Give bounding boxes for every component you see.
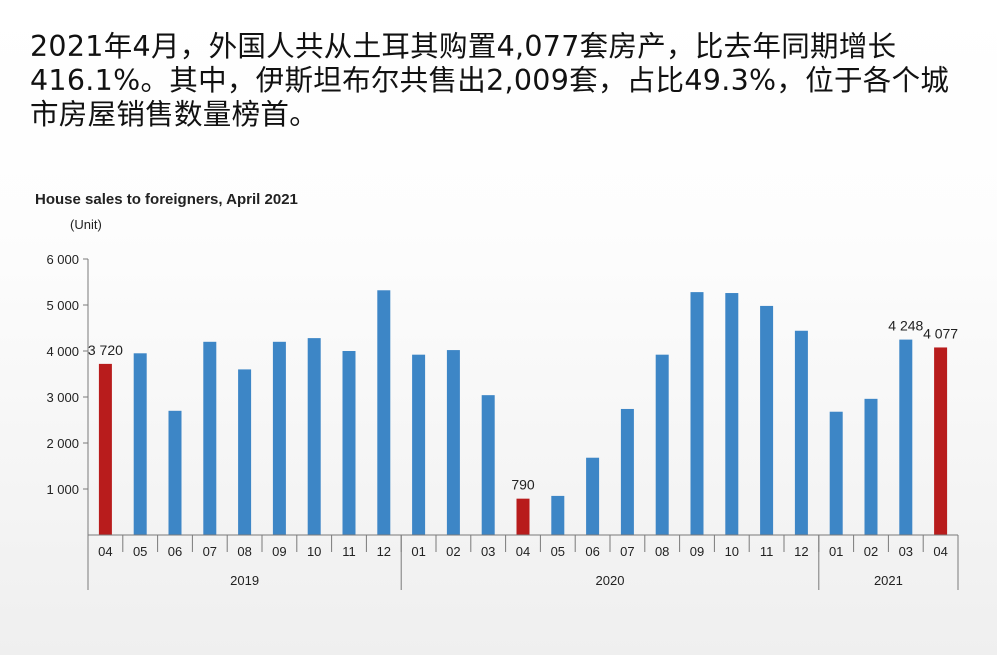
y-tick-label: 6 000	[46, 252, 79, 267]
y-tick-label: 1 000	[46, 482, 79, 497]
year-label: 2019	[230, 573, 259, 588]
x-axis: 04 05 06 07 08 09 10 11 12 01 02 03 04 05 06 07 08 09 10 11…	[87, 534, 959, 590]
bar	[899, 339, 913, 535]
bar	[98, 363, 112, 535]
x-tick-label: 07	[620, 544, 634, 559]
x-tick-label: 01	[829, 544, 843, 559]
bar	[342, 351, 356, 535]
x-tick-label: 11	[342, 544, 356, 559]
bar	[690, 292, 704, 535]
x-tick-label: 02	[446, 544, 460, 559]
y-tick-label: 4 000	[46, 344, 79, 359]
chart-title: House sales to foreigners, April 2021	[35, 191, 298, 208]
x-tick-label: 04	[98, 544, 112, 559]
bar	[829, 411, 843, 535]
x-tick-label: 08	[655, 544, 669, 559]
x-tick-label: 08	[237, 544, 251, 559]
bar	[446, 350, 460, 535]
bar	[133, 353, 147, 535]
bar	[481, 395, 495, 535]
x-tick-label: 12	[794, 544, 808, 559]
bar	[168, 410, 182, 535]
bar	[307, 338, 321, 535]
y-tick-label: 3 000	[46, 390, 79, 405]
bar	[586, 457, 600, 535]
bar	[377, 290, 391, 535]
bar	[934, 347, 948, 535]
bar	[655, 354, 669, 535]
bars	[98, 290, 948, 535]
x-tick-label: 09	[272, 544, 286, 559]
y-axis: 1 000 2 000 3 000 4 000 5 000 6 000	[46, 252, 89, 535]
y-tick-label: 5 000	[46, 298, 79, 313]
x-tick-label: 06	[585, 544, 599, 559]
chart-unit-label: (Unit)	[70, 217, 102, 232]
data-labels: 3 720 790 4 248 4 077	[88, 318, 958, 493]
x-tick-label: 03	[899, 544, 913, 559]
x-tick-label: 07	[203, 544, 217, 559]
x-tick-label: 11	[760, 544, 774, 559]
bar	[551, 495, 565, 535]
data-label: 3 720	[88, 342, 123, 358]
x-tick-label: 10	[307, 544, 321, 559]
x-tick-label: 10	[725, 544, 739, 559]
bar	[725, 293, 739, 535]
x-tick-label: 03	[481, 544, 495, 559]
bar	[412, 354, 426, 535]
bar	[238, 369, 252, 535]
x-tick-label: 04	[516, 544, 530, 559]
x-tick-label: 09	[690, 544, 704, 559]
bar	[864, 398, 878, 535]
x-tick-label: 06	[168, 544, 182, 559]
x-tick-label: 02	[864, 544, 878, 559]
bar	[516, 498, 530, 535]
x-tick-label: 01	[411, 544, 425, 559]
x-tick-label: 04	[933, 544, 947, 559]
x-tick-label: 05	[133, 544, 147, 559]
bar	[620, 408, 634, 535]
year-label: 2021	[874, 573, 903, 588]
data-label: 790	[511, 477, 535, 493]
bar	[760, 305, 774, 535]
headline-text: 2021年4月，外国人共从土耳其购置4,077套房产，比去年同期增长416.1%…	[30, 30, 950, 131]
y-tick-label: 2 000	[46, 436, 79, 451]
bar	[272, 341, 286, 535]
data-label: 4 077	[923, 325, 958, 341]
bar	[203, 341, 217, 535]
data-label: 4 248	[888, 318, 923, 334]
year-label: 2020	[596, 573, 625, 588]
x-tick-label: 12	[377, 544, 391, 559]
x-tick-label: 05	[551, 544, 565, 559]
bar	[794, 330, 808, 535]
